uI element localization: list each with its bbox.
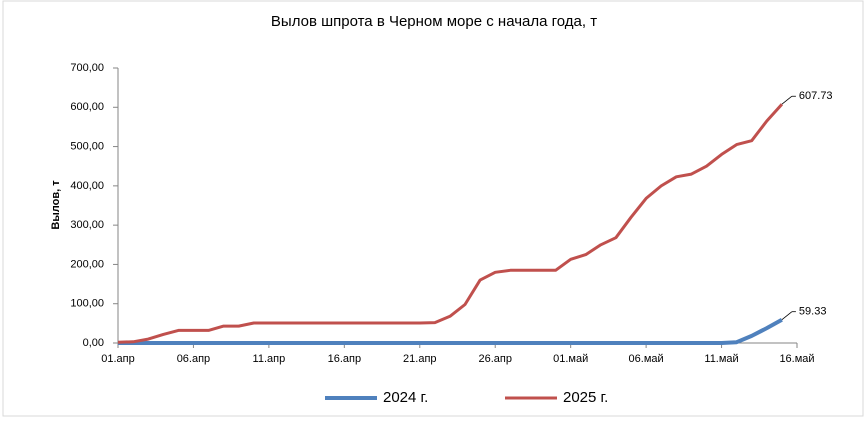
y-tick-label: 700,00 xyxy=(70,62,104,74)
label-leader xyxy=(781,95,793,105)
x-tick-label: 11.апр xyxy=(253,353,286,365)
x-tick-label: 21.апр xyxy=(403,353,436,365)
x-tick-label: 06.май xyxy=(629,353,664,365)
y-tick-label: 100,00 xyxy=(70,298,104,310)
x-tick-label: 16.апр xyxy=(328,353,361,365)
label-leader xyxy=(781,311,793,321)
x-tick-label: 16.май xyxy=(779,353,814,365)
y-tick-label: 400,00 xyxy=(70,180,104,192)
y-axis-label: Вылов, т xyxy=(50,180,62,230)
chart-title: Вылов шпрота в Черном море с начала года… xyxy=(271,13,597,30)
legend-label: 2025 г. xyxy=(563,389,608,406)
x-tick-label: 11.май xyxy=(704,353,738,365)
series-line xyxy=(117,103,784,344)
x-tick-label: 01.апр xyxy=(101,353,134,365)
legend-label: 2024 г. xyxy=(383,389,428,406)
x-tick-label: 06.апр xyxy=(177,353,210,365)
y-tick-label: 600,00 xyxy=(70,101,104,113)
value-label: 607.73 xyxy=(799,90,833,102)
series-line xyxy=(118,317,783,345)
y-tick-label: 500,00 xyxy=(70,140,104,152)
x-tick-label: 01.май xyxy=(553,353,588,365)
value-label: 59.33 xyxy=(799,306,827,318)
x-tick-label: 26.апр xyxy=(478,353,511,365)
y-tick-label: 200,00 xyxy=(70,258,104,270)
y-tick-label: 0,00 xyxy=(83,337,104,349)
y-tick-label: 300,00 xyxy=(70,219,104,231)
